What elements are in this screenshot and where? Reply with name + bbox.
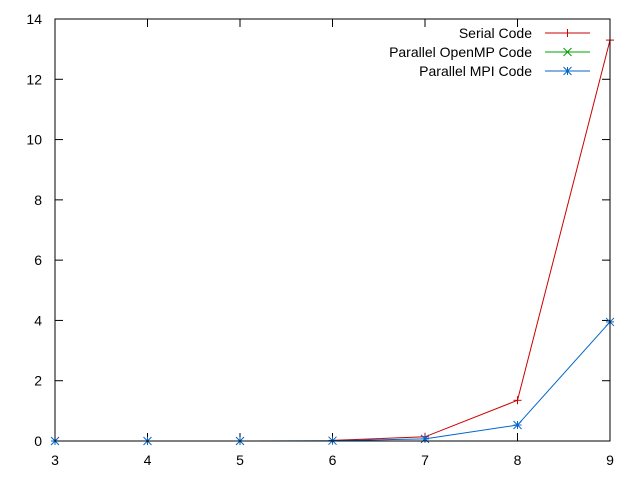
x-tick-label: 6 — [329, 452, 337, 468]
legend-label: Parallel MPI Code — [419, 63, 532, 79]
legend-label: Parallel OpenMP Code — [389, 44, 532, 60]
legend-item: Serial Code — [459, 25, 590, 41]
legend-label: Serial Code — [459, 25, 532, 41]
data-point-marker — [563, 66, 572, 76]
x-tick-label: 8 — [514, 452, 522, 468]
legend: Serial Code Parallel OpenMP Code Parallel … — [389, 25, 590, 79]
x-tick-label: 4 — [144, 452, 152, 468]
series-line — [332, 39, 611, 441]
x-tick-label: 5 — [236, 452, 244, 468]
y-tick-label: 0 — [34, 433, 42, 449]
data-point-marker — [513, 420, 522, 430]
data-point-marker — [513, 396, 522, 405]
x-tick-label: 9 — [606, 452, 614, 468]
y-tick-label: 12 — [26, 71, 42, 87]
legend-item: Parallel OpenMP Code — [389, 44, 590, 60]
data-point-marker — [563, 29, 572, 37]
y-tick-label: 4 — [34, 312, 42, 328]
legend-item: Parallel MPI Code — [419, 63, 590, 79]
data-point-marker — [420, 434, 430, 444]
x-tick-label: 3 — [51, 452, 59, 468]
axis-tick-labels: 0 2 4 6 8 10 12 14 3 4 5 6 7 8 9 — [26, 11, 614, 468]
y-tick-label: 8 — [34, 192, 42, 208]
y-tick-label: 6 — [34, 252, 42, 268]
x-tick-label: 7 — [421, 452, 429, 468]
plot-frame — [54, 18, 611, 442]
data-point-marker — [563, 47, 572, 57]
y-tick-label: 10 — [26, 132, 42, 148]
y-tick-label: 2 — [34, 373, 42, 389]
y-tick-label: 14 — [26, 11, 42, 27]
